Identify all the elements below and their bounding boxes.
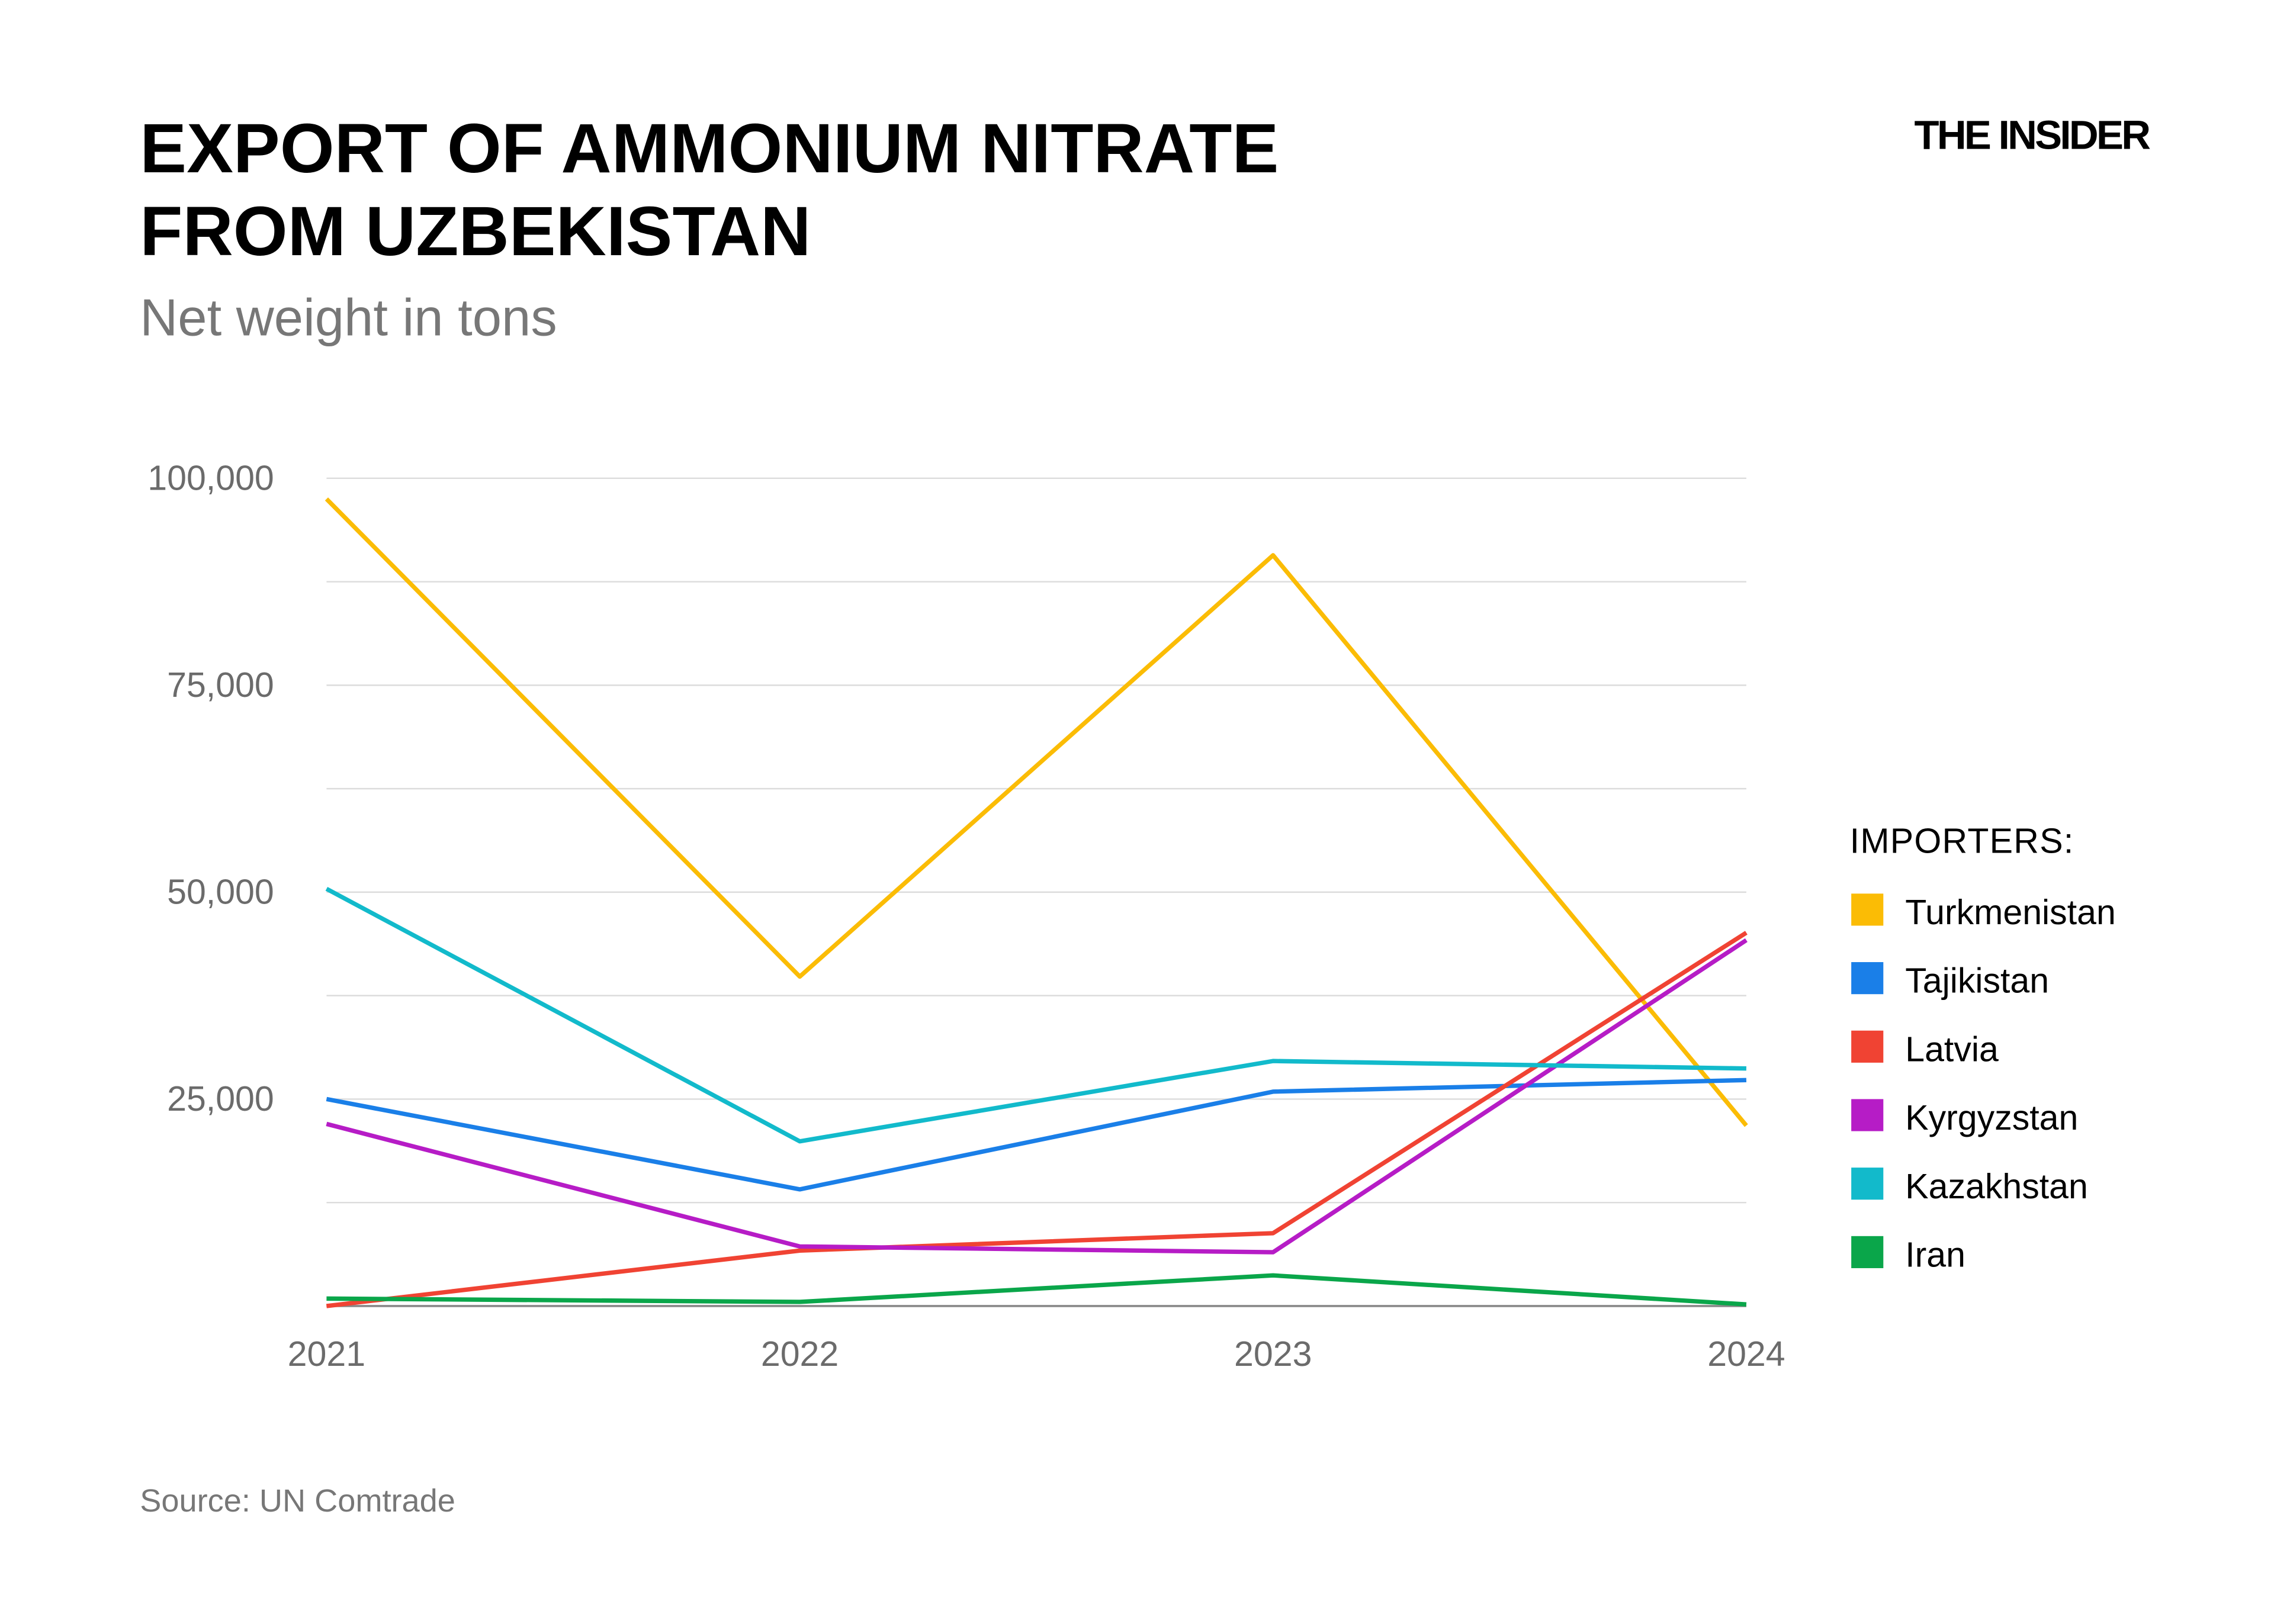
legend-label: Iran	[1905, 1235, 1965, 1274]
legend-swatch	[1851, 962, 1884, 995]
x-tick-label: 2022	[761, 1334, 839, 1374]
x-tick-label: 2023	[1234, 1334, 1312, 1374]
y-tick-label: 100,000	[147, 459, 274, 498]
legend-item-iran: Iran	[1851, 1235, 1965, 1274]
x-axis-ticks: 2021 2022 2023 2024	[288, 1334, 1785, 1374]
legend-label: Kazakhstan	[1905, 1167, 2088, 1206]
legend-label: Turkmenistan	[1905, 893, 2116, 932]
chart-title-line2: FROM UZBEKISTAN	[140, 192, 811, 271]
legend-item-kazakhstan: Kazakhstan	[1851, 1167, 2088, 1206]
chart-subtitle: Net weight in tons	[140, 288, 557, 347]
legend-item-tajikistan: Tajikistan	[1851, 961, 2049, 1001]
x-tick-label: 2024	[1707, 1334, 1785, 1374]
legend-swatch	[1851, 1030, 1884, 1063]
series-line-latvia	[326, 931, 1748, 1308]
gridlines	[326, 477, 1746, 1307]
legend-swatch	[1851, 893, 1884, 926]
legend-swatch	[1851, 1236, 1884, 1268]
legend-item-latvia: Latvia	[1851, 1030, 1999, 1069]
y-tick-label: 50,000	[167, 873, 274, 912]
y-axis-ticks: 25,000 50,000 75,000 100,000	[147, 459, 274, 1119]
legend-label: Tajikistan	[1905, 961, 2049, 1001]
legend-label: Kyrgyzstan	[1905, 1098, 2078, 1137]
legend: Turkmenistan Tajikistan Latvia Kyrgyzstan Ka…	[1851, 893, 2116, 1274]
series-line-tajikistan	[326, 1078, 1747, 1192]
chart-title-line1: EXPORT OF AMMONIUM NITRATE	[140, 110, 1279, 188]
the-insider-logo: THE INSIDER	[1914, 112, 2150, 158]
x-tick-label: 2021	[288, 1334, 365, 1374]
series-line-turkmenistan	[325, 497, 1748, 1127]
series-line-kyrgyzstan	[326, 938, 1748, 1255]
legend-label: Latvia	[1905, 1030, 1999, 1069]
legend-swatch	[1851, 1168, 1884, 1200]
legend-item-kyrgyzstan: Kyrgyzstan	[1851, 1098, 2078, 1137]
series-line-kazakhstan	[325, 887, 1746, 1144]
source-note: Source: UN Comtrade	[140, 1483, 455, 1519]
legend-item-turkmenistan: Turkmenistan	[1851, 893, 2116, 932]
y-tick-label: 75,000	[167, 665, 274, 705]
y-tick-label: 25,000	[167, 1079, 274, 1118]
series-line-iran	[326, 1273, 1747, 1307]
series-lines	[325, 497, 1748, 1308]
legend-swatch	[1851, 1099, 1884, 1131]
legend-title: IMPORTERS:	[1850, 821, 2074, 860]
